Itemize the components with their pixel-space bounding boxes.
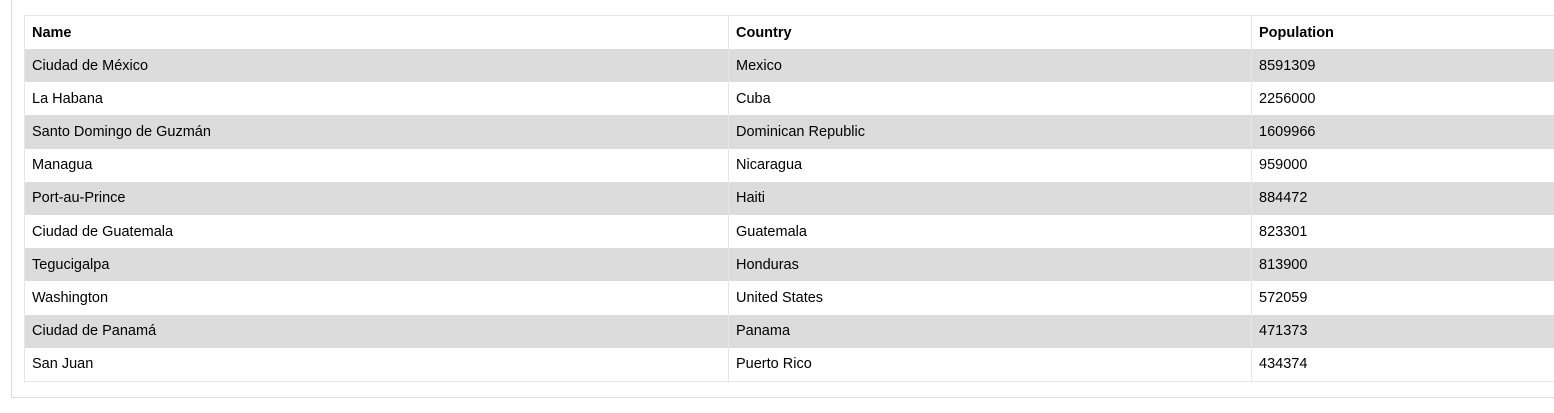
cell-name: Managua bbox=[25, 148, 729, 182]
cell-name: San Juan bbox=[25, 347, 729, 381]
cell-country: United States bbox=[729, 281, 1252, 315]
cell-country: Puerto Rico bbox=[729, 347, 1252, 381]
cell-population: 813900 bbox=[1259, 256, 1308, 273]
table-row: Port-au-Prince Haiti 884472 bbox=[25, 181, 1554, 215]
table-row: Managua Nicaragua 959000 bbox=[25, 148, 1554, 182]
cell-country: Nicaragua bbox=[729, 148, 1252, 182]
column-header-country[interactable]: Country bbox=[729, 16, 1252, 49]
table-row: Ciudad de Guatemala Guatemala 823301 bbox=[25, 214, 1554, 249]
cell-name: Tegucigalpa bbox=[25, 248, 729, 282]
cell-name: Ciudad de México bbox=[25, 49, 729, 83]
table-row: Tegucigalpa Honduras 813900 bbox=[25, 248, 1554, 282]
cell-population: 471373 bbox=[1259, 323, 1308, 340]
table-row: Ciudad de México Mexico 8591309 bbox=[25, 49, 1554, 83]
cell-name: Ciudad de Panamá bbox=[25, 314, 729, 348]
cell-country: Honduras bbox=[729, 248, 1252, 282]
cell-country: Guatemala bbox=[729, 214, 1252, 249]
cell-country: Dominican Republic bbox=[729, 115, 1252, 149]
cell-population: 2256000 bbox=[1259, 90, 1316, 107]
cell-name: Santo Domingo de Guzmán bbox=[25, 115, 729, 149]
cell-population: 8591309 bbox=[1259, 57, 1316, 74]
table-row: Washington United States 572059 bbox=[25, 281, 1554, 315]
table-header-row: Name Country Population bbox=[25, 16, 1554, 49]
cities-table: Name Country Population Ciudad de México… bbox=[24, 15, 1554, 382]
column-header-name[interactable]: Name bbox=[25, 16, 729, 49]
column-header-population[interactable]: Population bbox=[1259, 24, 1334, 41]
cell-country: Cuba bbox=[729, 82, 1252, 116]
cell-population: 823301 bbox=[1259, 223, 1308, 240]
cell-population: 434374 bbox=[1259, 356, 1308, 373]
table-row: La Habana Cuba 2256000 bbox=[25, 82, 1554, 116]
cell-country: Mexico bbox=[729, 49, 1252, 83]
cell-population: 959000 bbox=[1259, 157, 1308, 174]
cell-name: Port-au-Prince bbox=[25, 181, 729, 215]
cell-name: Ciudad de Guatemala bbox=[25, 214, 729, 249]
cell-name: Washington bbox=[25, 281, 729, 315]
cell-country: Haiti bbox=[729, 181, 1252, 215]
table-row: Santo Domingo de Guzmán Dominican Republ… bbox=[25, 115, 1554, 149]
cell-country: Panama bbox=[729, 314, 1252, 348]
cell-name: La Habana bbox=[25, 82, 729, 116]
table-row: Ciudad de Panamá Panama 471373 bbox=[25, 314, 1554, 348]
cell-population: 884472 bbox=[1259, 190, 1308, 207]
cell-population: 1609966 bbox=[1259, 123, 1316, 140]
cell-population: 572059 bbox=[1259, 289, 1308, 306]
table-row: San Juan Puerto Rico 434374 bbox=[25, 347, 1554, 381]
